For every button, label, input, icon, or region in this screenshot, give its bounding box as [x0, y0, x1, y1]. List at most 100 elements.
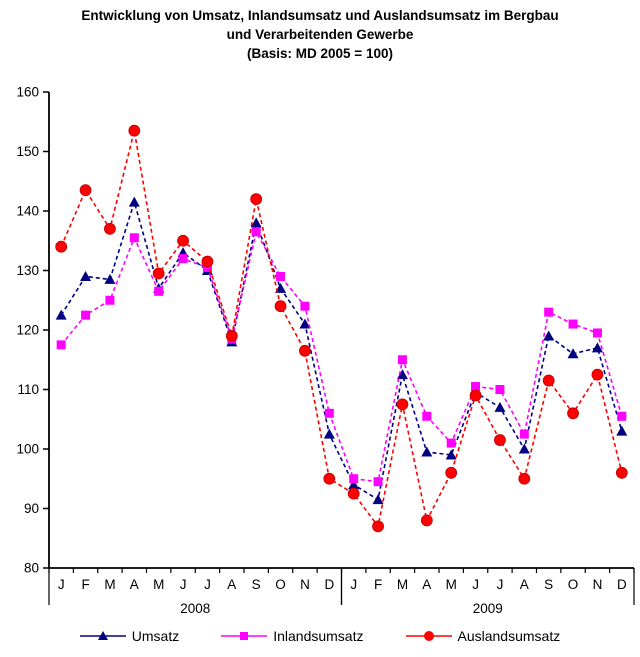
legend-label-umsatz: Umsatz: [131, 628, 180, 644]
auslandsumsatz-point: [201, 255, 214, 268]
inlandsumsatz-point: [105, 295, 115, 305]
inlandsumsatz-point: [56, 340, 66, 350]
x-axis-month-label: J: [180, 577, 187, 592]
inlandsumsatz-point: [471, 382, 481, 392]
auslandsumsatz-point: [591, 368, 604, 381]
legend-label-auslandsumsatz: Auslandsumsatz: [457, 628, 561, 644]
umsatz-line-triangle-icon: [79, 629, 126, 643]
y-axis-tick-label: 80: [24, 561, 39, 576]
x-axis-month-label: J: [350, 577, 357, 592]
auslandsumsatz-point: [128, 124, 141, 137]
x-axis-month-label: M: [397, 577, 408, 592]
umsatz-point: [128, 196, 140, 207]
inlandsumsatz-point: [202, 263, 212, 273]
y-axis-tick-label: 140: [16, 204, 39, 219]
inlandsumsatz-point: [300, 301, 310, 311]
x-axis-month-label: D: [617, 577, 627, 592]
auslandsumsatz-line: [60, 130, 623, 529]
umsatz-point: [518, 443, 530, 454]
umsatz-point: [372, 494, 384, 505]
auslandsumsatz-line-circle-icon: [405, 629, 452, 643]
inlandsumsatz-point: [373, 477, 383, 487]
umsatz-point: [323, 428, 335, 439]
chart-title: Entwicklung von Umsatz, Inlandsumsatz un…: [0, 6, 640, 63]
x-axis-month-label: S: [544, 577, 553, 592]
y-axis-tick-label: 100: [16, 442, 39, 457]
auslandsumsatz-point: [250, 193, 263, 206]
inlandsumsatz-point: [617, 411, 627, 421]
auslandsumsatz-point: [274, 300, 287, 313]
umsatz-point: [275, 282, 287, 293]
umsatz-point: [104, 273, 116, 284]
y-axis-tick-label: 120: [16, 323, 39, 338]
inlandsumsatz-point: [519, 429, 529, 439]
inlandsumsatz-point: [422, 411, 432, 421]
x-axis-month-label: S: [252, 577, 261, 592]
auslandsumsatz-point: [542, 374, 555, 387]
y-axis-tick-label: 150: [16, 144, 39, 159]
legend-item-inlandsumsatz: Inlandsumsatz: [221, 628, 364, 644]
inlandsumsatz-point: [154, 286, 164, 296]
x-axis-month-label: F: [81, 577, 89, 592]
umsatz-point: [616, 425, 628, 436]
inlandsumsatz-point: [129, 233, 139, 243]
inlandsumsatz-point: [544, 307, 554, 317]
inlandsumsatz-line: [60, 229, 623, 483]
x-axis-year-label: 2009: [473, 601, 503, 616]
auslandsumsatz-point: [469, 389, 482, 402]
umsatz-point: [567, 348, 579, 359]
x-axis-month-label: N: [593, 577, 603, 592]
legend-item-umsatz: Umsatz: [79, 628, 180, 644]
auslandsumsatz-point: [445, 466, 458, 479]
auslandsumsatz-point: [372, 520, 384, 533]
inlandsumsatz-point: [324, 408, 334, 418]
inlandsumsatz-point: [397, 355, 407, 365]
umsatz-point: [543, 330, 555, 341]
auslandsumsatz-point: [494, 434, 506, 446]
inlandsumsatz-point: [495, 385, 505, 394]
umsatz-line: [60, 199, 623, 501]
series-auslandsumsatz: [55, 124, 628, 533]
inlandsumsatz-point: [446, 438, 456, 448]
x-axis-month-label: A: [227, 577, 236, 592]
auslandsumsatz-point: [420, 514, 433, 527]
auslandsumsatz-point: [323, 472, 336, 485]
inlandsumsatz-line-square-icon: [221, 629, 268, 643]
auslandsumsatz-point: [299, 344, 311, 357]
chart-legend: Umsatz Inlandsumsatz Auslandsumsatz: [0, 628, 640, 644]
inlandsumsatz-point: [568, 319, 578, 329]
umsatz-point: [494, 401, 506, 412]
x-axis-month-label: D: [324, 577, 334, 592]
auslandsumsatz-point: [518, 472, 531, 485]
y-axis-tick-label: 90: [24, 501, 39, 516]
x-axis-month-label: O: [275, 577, 286, 592]
x-axis-month-label: F: [374, 577, 382, 592]
chart-title-line-1: Entwicklung von Umsatz, Inlandsumsatz un…: [81, 8, 559, 23]
x-axis-month-label: A: [520, 577, 529, 592]
inlandsumsatz-point: [592, 328, 602, 338]
auslandsumsatz-point: [567, 407, 579, 420]
auslandsumsatz-point: [104, 222, 116, 235]
umsatz-point: [421, 446, 433, 457]
x-axis-month-label: M: [104, 577, 115, 592]
x-axis-month-label: J: [497, 577, 504, 592]
auslandsumsatz-point: [177, 234, 189, 247]
auslandsumsatz-point: [152, 267, 165, 280]
umsatz-point: [445, 449, 457, 460]
auslandsumsatz-point: [79, 184, 92, 197]
x-axis-month-label: O: [568, 577, 579, 592]
x-axis-month-label: J: [472, 577, 479, 592]
legend-item-auslandsumsatz: Auslandsumsatz: [405, 628, 561, 644]
inlandsumsatz-point: [251, 227, 261, 237]
x-axis-month-label: J: [58, 577, 65, 592]
auslandsumsatz-point: [347, 487, 360, 500]
umsatz-point: [348, 479, 360, 490]
inlandsumsatz-point: [81, 310, 91, 320]
umsatz-point: [299, 318, 311, 329]
umsatz-point: [80, 270, 92, 281]
series-inlandsumsatz: [56, 227, 627, 487]
auslandsumsatz-point: [225, 330, 238, 342]
auslandsumsatz-point: [615, 466, 628, 479]
x-axis-month-label: A: [422, 577, 431, 592]
